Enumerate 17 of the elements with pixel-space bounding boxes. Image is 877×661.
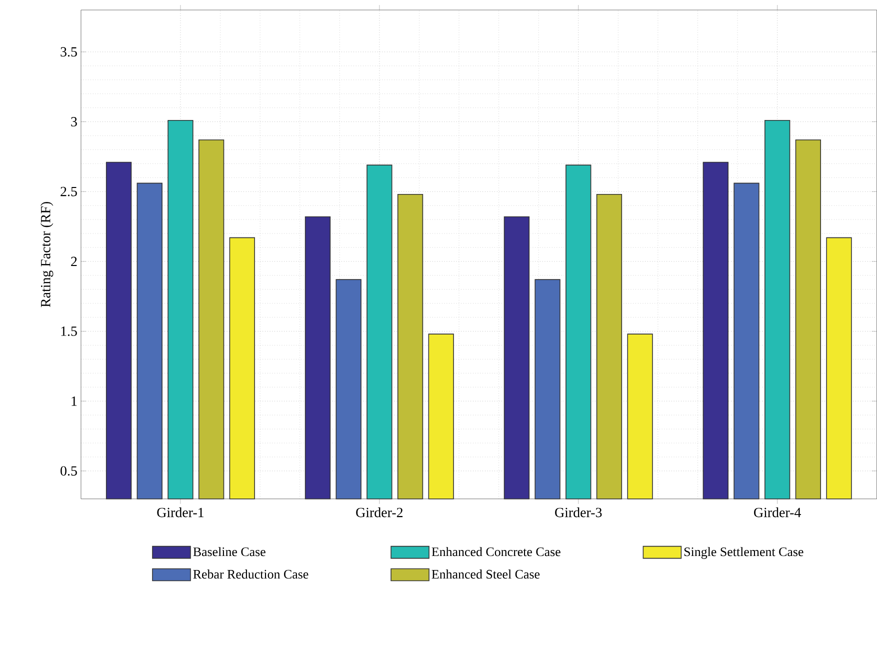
legend-label: Enhanced Concrete Case: [432, 547, 560, 556]
y-axis-title: Rating Factor (RF): [40, 202, 54, 308]
x-tick-label: Girder-3: [555, 507, 602, 518]
legend-label: Single Settlement Case: [684, 547, 804, 559]
x-tick-label: Girder-1: [157, 507, 204, 518]
legend-label: Enhanced Steel Case: [432, 570, 540, 579]
y-tick-label: 1.5: [61, 326, 77, 336]
y-tick-label: 3.5: [60, 47, 77, 57]
x-tick-label: Girder-2: [356, 507, 403, 518]
y-tick-label: 0.5: [60, 466, 77, 476]
y-tick-label: 1: [72, 396, 77, 406]
y-tick-label: 2.5: [60, 186, 77, 196]
y-tick-label: 2: [71, 256, 77, 266]
y-tick-label: 3: [71, 117, 77, 127]
legend-label: Rebar Reduction Case: [193, 570, 308, 579]
x-tick-label: Girder-4: [754, 507, 801, 518]
legend-label: Baseline Case: [193, 547, 266, 556]
